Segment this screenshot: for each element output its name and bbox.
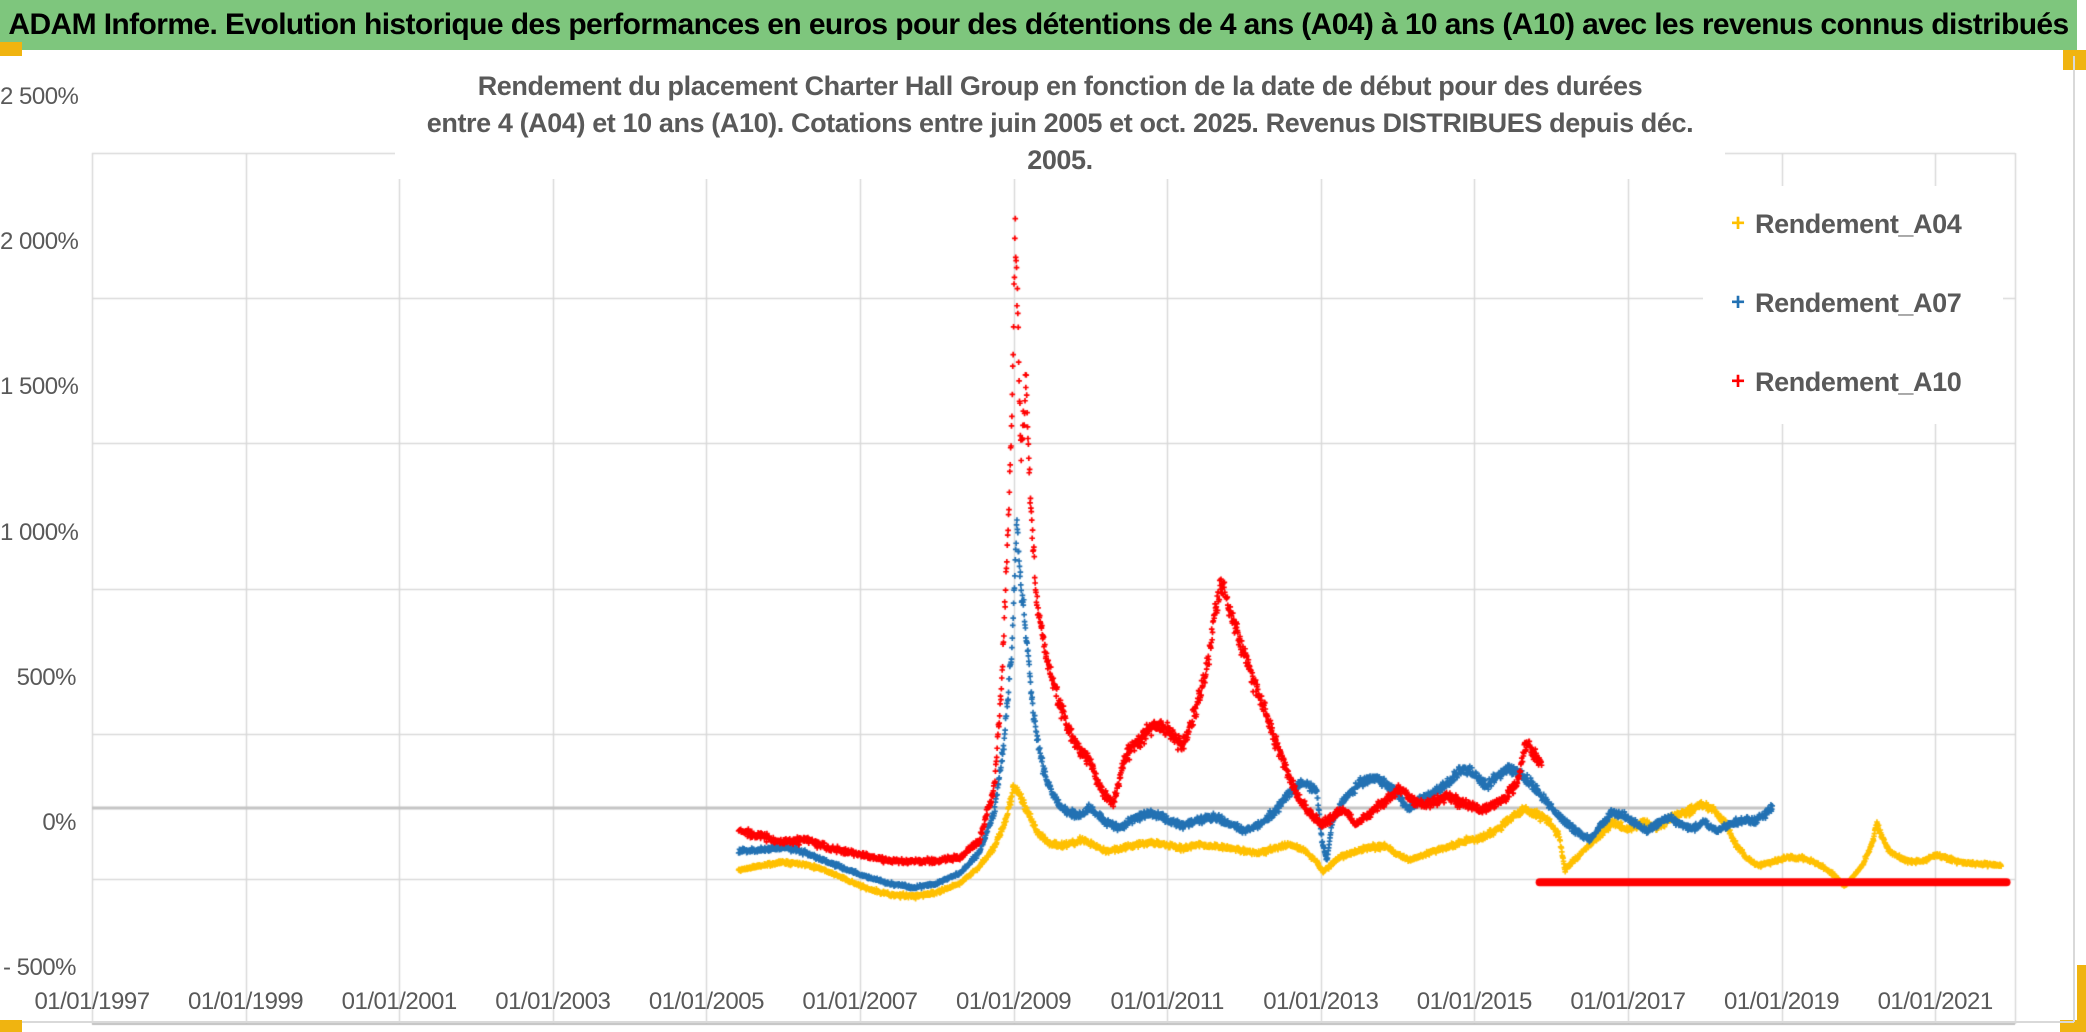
x-axis-tick-label: 01/01/2015	[1416, 988, 1533, 1015]
plus-marker-icon: +	[1730, 289, 1745, 316]
plus-marker-icon: +	[1730, 210, 1745, 237]
x-axis-tick-label: 01/01/2021	[1877, 988, 1994, 1015]
legend-item-rendement-a10[interactable]: + Rendement_A10	[1721, 362, 1962, 402]
chart-right-border	[2073, 56, 2075, 1022]
chart-title: Rendement du placement Charter Hall Grou…	[395, 68, 1725, 179]
x-axis-tick-label: 01/01/2001	[341, 988, 458, 1015]
x-axis-tick-label: 01/01/2011	[1110, 988, 1224, 1015]
x-axis-tick-label: 01/01/2003	[495, 988, 611, 1015]
x-axis-tick-label: 01/01/2007	[802, 988, 918, 1015]
legend-item-rendement-a07[interactable]: + Rendement_A07	[1721, 283, 1962, 323]
legend-label: Rendement_A07	[1755, 287, 1962, 318]
x-axis-tick-label: 01/01/2009	[956, 988, 1072, 1015]
y-axis-tick-label: - 500%	[2, 954, 77, 981]
y-axis-tick-label: 0%	[42, 808, 76, 836]
x-axis-tick-label: 01/01/1999	[188, 988, 304, 1015]
x-axis-tick-label: 01/01/2005	[648, 988, 765, 1015]
x-axis-tick-label: 01/01/2017	[1570, 988, 1686, 1015]
report-banner: ADAM Informe. Evolution historique des p…	[0, 0, 2077, 50]
y-axis-tick-label: 2 500%	[0, 83, 79, 110]
x-axis-tick-label: 01/01/2019	[1723, 988, 1840, 1015]
x-axis-tick-label: 01/01/1997	[34, 988, 150, 1015]
chart-bottom-border	[22, 1021, 2074, 1023]
y-axis-tick-label: 2 000%	[0, 228, 79, 256]
chart-title-line1: Rendement du placement Charter Hall Grou…	[477, 71, 1643, 101]
chart-title-line2: entre 4 (A04) et 10 ans (A10). Cotations…	[426, 108, 1694, 175]
y-axis-tick-label: 1 000%	[0, 518, 79, 546]
legend-label: Rendement_A10	[1755, 366, 1962, 397]
y-axis-tick-label: 1 500%	[0, 373, 79, 401]
y-axis-tick-label: 500%	[16, 663, 77, 691]
legend-label: Rendement_A04	[1755, 208, 1962, 239]
gold-accent-top-left	[0, 42, 22, 56]
legend-item-rendement-a04[interactable]: + Rendement_A04	[1721, 204, 1962, 244]
chart-legend: + Rendement_A04 + Rendement_A07 + Rendem…	[1703, 186, 2003, 424]
report-banner-title: ADAM Informe. Evolution historique des p…	[8, 8, 2069, 41]
x-axis-tick-label: 01/01/2013	[1263, 988, 1379, 1015]
plus-marker-icon: +	[1730, 368, 1745, 395]
